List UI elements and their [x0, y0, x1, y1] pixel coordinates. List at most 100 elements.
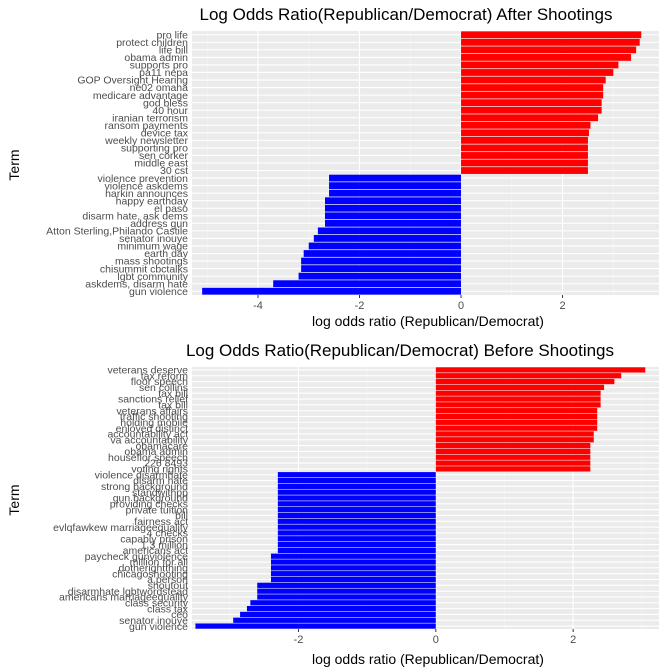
- category-label: life bill: [159, 45, 188, 57]
- category-label: ne02 omaha: [130, 82, 189, 94]
- bar-32: [298, 272, 462, 280]
- bar-29: [277, 536, 436, 542]
- category-label: floor speech: [131, 376, 188, 388]
- x-tick-label: -2: [294, 634, 304, 646]
- category-label: paycheck gunviolence: [85, 551, 188, 563]
- bar-10: [461, 106, 602, 114]
- category-label: tax reform: [141, 370, 189, 382]
- bar-25: [324, 219, 462, 227]
- bar-7: [435, 408, 598, 414]
- category-label: houseflor speech: [108, 452, 188, 464]
- bar-5: [461, 69, 614, 76]
- category-label: 226 8493: [144, 458, 188, 470]
- category-label: earth day: [144, 248, 189, 260]
- bar-24: [277, 507, 436, 513]
- bar-18: [461, 167, 588, 174]
- bar-37: [257, 582, 436, 588]
- bar-11: [435, 431, 594, 437]
- category-label: supporting pro: [121, 143, 188, 155]
- x-tick-labels: -4 -2 0 2: [253, 295, 566, 312]
- category-label: obamacare: [135, 440, 188, 452]
- bar-8: [461, 91, 604, 99]
- category-label: happy earthday: [116, 195, 189, 207]
- category-label: gun background: [113, 493, 188, 505]
- bar-2: [461, 46, 637, 54]
- category-label: obama admin: [124, 52, 188, 64]
- category-label: iranian terrorism: [112, 112, 188, 124]
- bars: [195, 367, 646, 629]
- chart-after-shootings: Log Odds Ratio(Republican/Democrat) Afte…: [6, 5, 659, 329]
- category-label: device tax: [141, 128, 189, 140]
- bar-18: [277, 472, 436, 478]
- bar-12: [461, 121, 591, 129]
- bar-34: [202, 287, 462, 295]
- bar-34: [270, 565, 436, 571]
- x-tick-label: -2: [355, 300, 365, 312]
- bar-41: [246, 606, 436, 612]
- category-label: private tuition: [126, 504, 189, 516]
- category-label: class tax: [147, 603, 189, 615]
- category-label: veterans deserve: [107, 365, 188, 377]
- x-axis-title: log odds ratio (Republican/Democrat): [312, 651, 544, 667]
- category-label: ceo: [171, 609, 188, 621]
- bar-7: [461, 84, 604, 91]
- category-label: senator inouye: [119, 615, 188, 627]
- y-axis-title: Term: [6, 149, 22, 180]
- bar-38: [257, 588, 436, 594]
- category-label: traffic shooting: [120, 411, 188, 423]
- x-tick-label: 0: [433, 634, 439, 646]
- category-label: supports pro: [130, 60, 189, 72]
- category-label: weekly newsletter: [104, 135, 188, 147]
- bar-30: [301, 257, 462, 265]
- y-axis-title: Term: [6, 484, 22, 515]
- category-label: el paso: [154, 203, 188, 215]
- category-label: gun violence: [129, 286, 188, 298]
- category-label: million for all: [130, 557, 188, 569]
- bar-29: [303, 250, 462, 257]
- bar-39: [257, 594, 436, 600]
- category-label: middle east: [134, 158, 188, 170]
- bar-15: [435, 454, 591, 460]
- category-label: chicagoshooting: [112, 568, 188, 580]
- category-label: violence disarmhate: [95, 469, 189, 481]
- bar-3: [461, 54, 632, 61]
- category-label: disarm hate, ask dems: [82, 210, 188, 222]
- category-label: violence askdems: [105, 180, 188, 192]
- bar-12: [435, 437, 594, 443]
- category-label: obama admin: [124, 446, 188, 458]
- category-label: chisummit cbctalks: [100, 263, 188, 275]
- category-label: senator inouye: [119, 233, 188, 245]
- bar-24: [324, 212, 462, 220]
- bar-26: [317, 227, 462, 235]
- category-label: class security: [125, 597, 189, 609]
- bar-9: [435, 419, 598, 425]
- bar-14: [435, 448, 591, 455]
- category-label: pa11 nepa: [139, 67, 188, 79]
- bar-33: [270, 559, 436, 565]
- bar-16: [435, 460, 591, 466]
- category-label: sen corker: [139, 150, 189, 162]
- category-label: voting rights: [131, 464, 188, 476]
- bar-1: [461, 38, 640, 46]
- bar-13: [435, 442, 591, 449]
- x-tick-labels: -2 0 2: [294, 629, 576, 646]
- bar-36: [270, 576, 436, 583]
- category-label: providing checks: [110, 498, 188, 510]
- category-label: address gun: [130, 218, 188, 230]
- bar-9: [461, 99, 602, 107]
- category-label: pro life: [156, 29, 188, 41]
- bar-33: [273, 280, 462, 288]
- category-label: lgbt community: [117, 271, 188, 283]
- bar-25: [277, 512, 436, 519]
- bar-3: [435, 384, 605, 390]
- bar-1: [435, 373, 622, 379]
- category-label: tax bill: [158, 388, 188, 400]
- x-axis-title: log odds ratio (Republican/Democrat): [312, 313, 544, 329]
- bar-28: [308, 242, 462, 250]
- category-label: evlqfawkew marriageequality: [53, 522, 189, 534]
- category-label: violence prevention: [98, 173, 189, 185]
- bar-43: [233, 617, 436, 623]
- bar-11: [461, 114, 599, 122]
- category-label: bill: [175, 510, 188, 522]
- bar-32: [270, 553, 436, 559]
